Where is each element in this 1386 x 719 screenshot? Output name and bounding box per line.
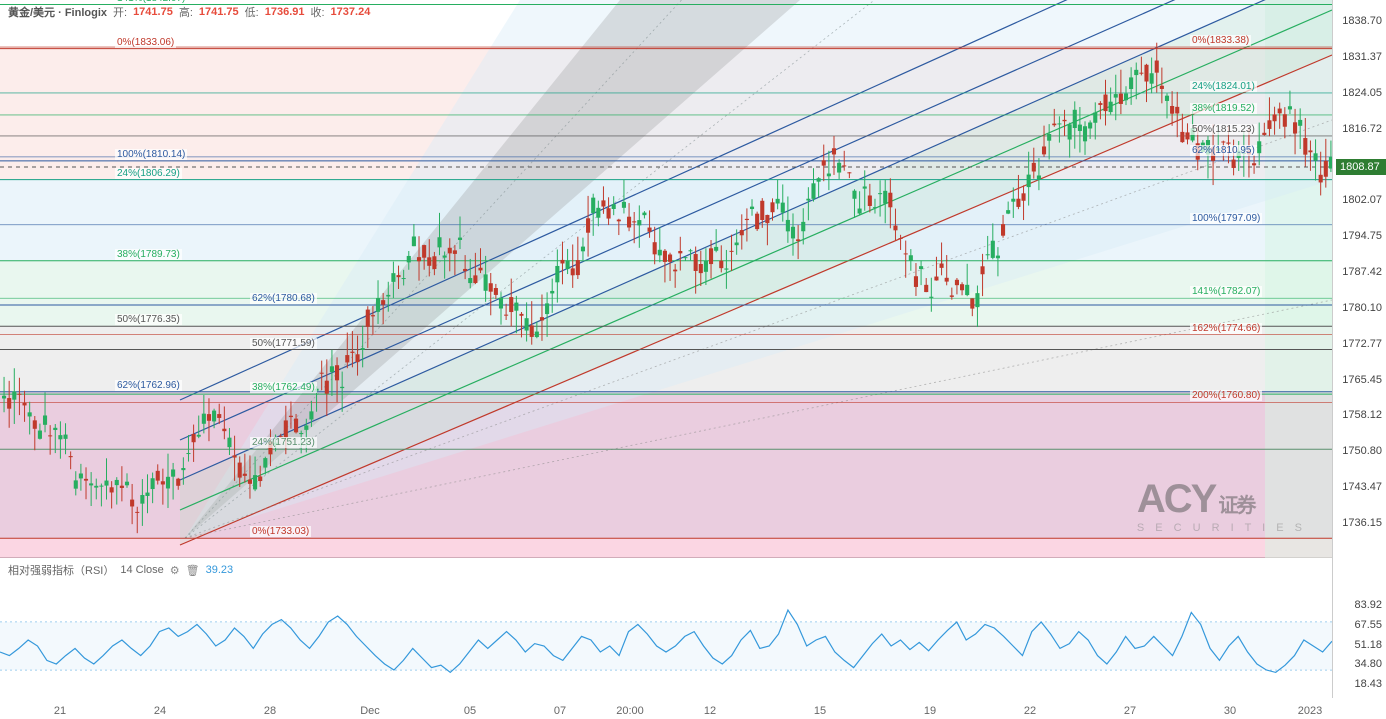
fib-level-label: 0%(1733.03) [250,526,311,537]
x-tick: 21 [54,705,66,717]
high-label: 高: [179,4,193,20]
high-value: 1741.75 [199,6,239,18]
y-tick: 1802.07 [1342,194,1382,206]
fib-level-label: 100%(1810.14) [115,149,187,160]
y-tick: 1743.47 [1342,481,1382,493]
x-tick: 30 [1224,705,1236,717]
x-tick: 15 [814,705,826,717]
y-tick: 1758.12 [1342,409,1382,421]
close-label: 收: [310,4,324,20]
rsi-y-tick: 83.92 [1354,599,1382,611]
open-value: 1741.75 [133,6,173,18]
y-tick: 1772.77 [1342,338,1382,350]
rsi-header: 相对强弱指标（RSI） 14 Close ⚙ 🗑 39.23 [8,562,233,578]
low-value: 1736.91 [265,6,305,18]
y-tick: 1736.15 [1342,517,1382,529]
rsi-y-tick: 67.55 [1354,619,1382,631]
symbol-label: 黄金/美元 · Finlogix [8,4,107,20]
fib-level-label: 38%(1789.73) [115,249,182,260]
fib-level-label: 62%(1780.68) [250,293,317,304]
main-price-chart[interactable]: 0%(1833.06) 24%(1806.29) 38%(1789.73) 50%(1… [0,0,1332,558]
x-tick: 22 [1024,705,1036,717]
y-tick: 1750.80 [1342,445,1382,457]
fib-level-label: 141%(1782.07) [1190,286,1262,297]
y-tick: 1794.75 [1342,230,1382,242]
x-tick: 07 [554,705,566,717]
x-tick: Dec [360,705,380,717]
logo-text: ACY [1137,477,1215,521]
chart-container: 黄金/美元 · Finlogix 开: 1741.75 高: 1741.75 低… [0,0,1386,719]
fib-level-label: 62%(1762.96) [115,380,182,391]
fib-level-label: 24%(1751.23) [250,437,317,448]
delete-icon[interactable]: 🗑 [186,564,200,577]
fib-level-label: 200%(1760.80) [1190,390,1262,401]
fib-level-label: 0%(1833.38) [1190,35,1251,46]
chart-header: 黄金/美元 · Finlogix 开: 1741.75 高: 1741.75 低… [8,4,370,20]
x-tick: 28 [264,705,276,717]
x-tick: 05 [464,705,476,717]
open-label: 开: [113,4,127,20]
fib-level-label: 50%(1776.35) [115,314,182,325]
y-tick: 1787.42 [1342,266,1382,278]
fib-level-label: 38%(1819.52) [1190,103,1257,114]
gear-icon[interactable]: ⚙ [170,564,180,577]
rsi-y-tick: 18.43 [1354,678,1382,690]
rsi-title: 相对强弱指标（RSI） [8,562,114,578]
rsi-y-tick: 34.80 [1354,658,1382,670]
rsi-value: 39.23 [206,564,234,576]
fib-level-label: 50%(1771.59) [250,338,317,349]
time-x-axis: 21 24 28 Dec 05 07 20:00 12 15 19 22 27 30 2023 [0,699,1332,719]
price-y-axis: 1838.701831.371824.051816.721809.401802.… [1332,0,1386,558]
fib-level-label: 50%(1815.23) [1190,124,1257,135]
fib-level-label: 162%(1774.66) [1190,323,1262,334]
logo-cn: 证券 [1218,495,1254,517]
rsi-params: 14 Close [120,564,163,576]
fib-level-label: 0%(1833.06) [115,37,176,48]
fib-level-label: 100%(1797.09) [1190,213,1262,224]
rsi-y-tick: 51.18 [1354,639,1382,651]
x-tick: 19 [924,705,936,717]
x-tick: 2023 [1298,705,1322,717]
x-tick: 24 [154,705,166,717]
y-tick: 1765.45 [1342,374,1382,386]
rsi-panel[interactable]: 相对强弱指标（RSI） 14 Close ⚙ 🗑 39.23 83.92 67.5… [0,558,1386,719]
x-tick: 12 [704,705,716,717]
logo-sub: S E C U R I T I E S [1137,522,1306,534]
fib-level-label: 38%(1762.49) [250,382,317,393]
low-label: 低: [245,4,259,20]
rsi-y-axis: 83.92 67.55 51.18 34.80 18.43 [1332,558,1386,698]
fib-level-label: 24%(1806.29) [115,168,182,179]
price-chart-svg [0,0,1332,558]
x-tick: 20:00 [616,705,644,717]
fib-level-label: 24%(1824.01) [1190,81,1257,92]
y-tick: 1838.70 [1342,15,1382,27]
fib-level-label: 62%(1810.95) [1190,145,1257,156]
current-price-marker: 1808.87 [1336,159,1386,175]
rsi-chart-svg [0,576,1332,716]
y-tick: 1780.10 [1342,302,1382,314]
x-tick: 27 [1124,705,1136,717]
close-value: 1737.24 [331,6,371,18]
y-tick: 1816.72 [1342,123,1382,135]
y-tick: 1824.05 [1342,87,1382,99]
y-tick: 1831.37 [1342,51,1382,63]
watermark-logo: ACY 证券 S E C U R I T I E S [1137,477,1306,534]
